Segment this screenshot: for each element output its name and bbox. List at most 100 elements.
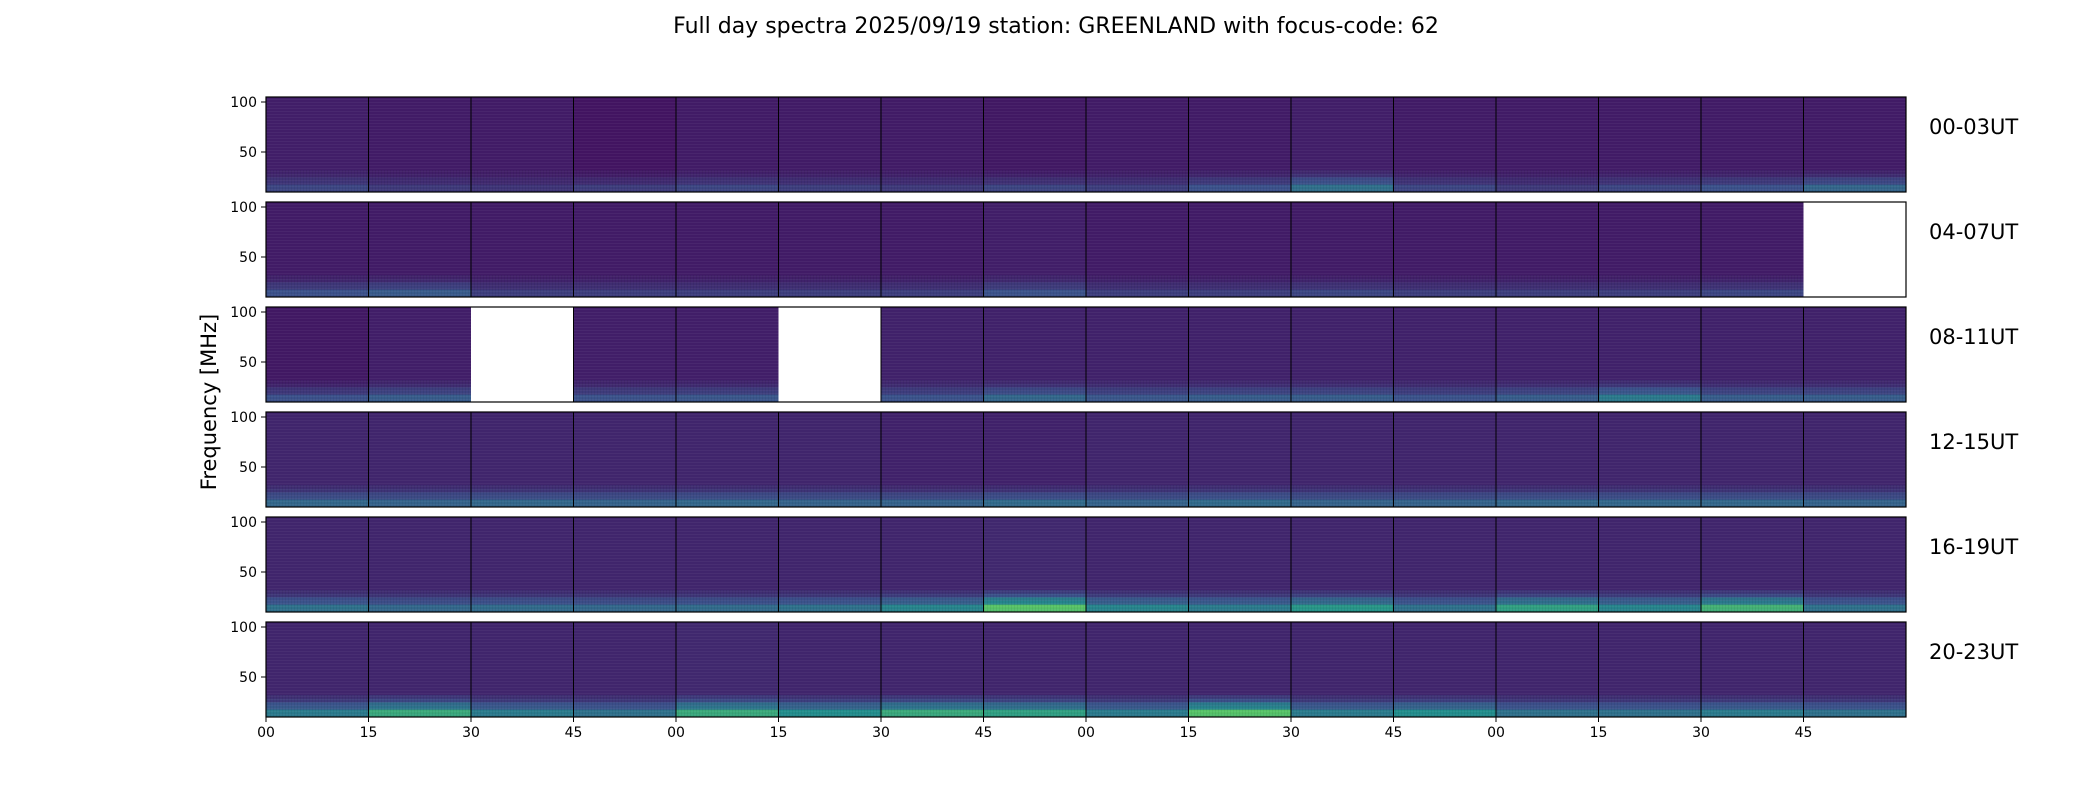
band-texture: [676, 275, 779, 297]
spectrum-panel: [1599, 202, 1702, 297]
band-texture: [471, 590, 574, 612]
spectrum-panel: [574, 412, 677, 507]
band-texture: [1086, 695, 1189, 717]
band-texture: [471, 485, 574, 507]
band-texture: [881, 695, 984, 717]
row-label: 08-11UT: [1929, 325, 2018, 349]
spectrum-panel: [266, 202, 369, 297]
band-texture: [1291, 695, 1394, 717]
x-tick-label: 30: [462, 725, 480, 741]
band-texture: [676, 485, 779, 507]
spectrum-panel: [369, 307, 472, 402]
band-texture: [1701, 485, 1804, 507]
band-texture: [369, 485, 472, 507]
band-texture: [1394, 380, 1497, 402]
spectrum-panel: [369, 202, 472, 297]
y-tick-label: 100: [230, 410, 257, 426]
band-texture: [1701, 170, 1804, 192]
x-tick-label: 45: [975, 725, 993, 741]
row-label: 04-07UT: [1929, 220, 2018, 244]
band-texture: [1086, 275, 1189, 297]
band-texture: [471, 170, 574, 192]
spectrum-panel: [574, 307, 677, 402]
empty-panel: [1804, 202, 1907, 297]
spectrum-panel: [676, 622, 779, 717]
spectrum-panel: [881, 202, 984, 297]
spectrum-panel: [471, 97, 574, 192]
spectrum-panel: [1496, 517, 1599, 612]
spectrum-panel: [471, 517, 574, 612]
band-texture: [984, 695, 1087, 717]
spectrum-panel: [1291, 412, 1394, 507]
spectrum-panel: [676, 202, 779, 297]
spectrum-panel: [984, 307, 1087, 402]
spectrum-panel: [1496, 412, 1599, 507]
band-texture: [984, 590, 1087, 612]
band-texture: [984, 170, 1087, 192]
band-texture: [266, 380, 369, 402]
band-texture: [1086, 485, 1189, 507]
spectrum-panel: [984, 622, 1087, 717]
spectrum-panel: [984, 517, 1087, 612]
y-tick-label: 50: [239, 355, 257, 371]
spectrum-panel: [984, 97, 1087, 192]
x-tick-label: 45: [1795, 725, 1813, 741]
spectrum-panel: [1496, 307, 1599, 402]
y-tick-label: 50: [239, 460, 257, 476]
spectrum-panel: [984, 412, 1087, 507]
x-tick-label: 15: [1590, 725, 1608, 741]
band-texture: [1189, 485, 1292, 507]
band-texture: [369, 170, 472, 192]
band-texture: [574, 590, 677, 612]
band-texture: [1291, 380, 1394, 402]
spectrum-panel: [1291, 202, 1394, 297]
band-texture: [369, 380, 472, 402]
spectrum-panel: [574, 202, 677, 297]
spectrum-panel: [1804, 517, 1907, 612]
spectrum-panel: [1496, 202, 1599, 297]
spectrum-panel: [1599, 97, 1702, 192]
band-texture: [1496, 275, 1599, 297]
x-axis: 00 15 30 45 00 15 30 45 00 15 30 45 00 15 30 45: [257, 717, 1812, 741]
band-texture: [676, 695, 779, 717]
band-texture: [881, 380, 984, 402]
band-texture: [881, 590, 984, 612]
y-tick-label: 100: [230, 95, 257, 111]
band-texture: [369, 275, 472, 297]
spectrum-panel: [676, 307, 779, 402]
band-texture: [676, 170, 779, 192]
spectrum-panel: [1394, 307, 1497, 402]
band-texture: [574, 695, 677, 717]
spectrum-panel: [1804, 97, 1907, 192]
spectrum-panel: [574, 517, 677, 612]
spectrum-panel: [1189, 202, 1292, 297]
spectrum-panel: [676, 412, 779, 507]
band-texture: [1599, 275, 1702, 297]
band-texture: [1599, 485, 1702, 507]
band-texture: [266, 275, 369, 297]
spectrum-panel: [779, 622, 882, 717]
x-tick-label: 00: [667, 725, 685, 741]
band-texture: [984, 275, 1087, 297]
y-tick-label: 50: [239, 565, 257, 581]
spectrum-panel: [1189, 307, 1292, 402]
spectrum-panel: [1189, 517, 1292, 612]
y-tick-label: 100: [230, 200, 257, 216]
band-texture: [1086, 170, 1189, 192]
band-texture: [1189, 275, 1292, 297]
empty-panel: [471, 307, 574, 402]
spectrum-panel: [1086, 517, 1189, 612]
spectrum-panel: [676, 97, 779, 192]
spectrum-panel: [369, 412, 472, 507]
x-tick-label: 15: [1180, 725, 1198, 741]
spectrum-panel: [471, 412, 574, 507]
spectrum-panel: [1599, 412, 1702, 507]
spectrum-panel: [779, 517, 882, 612]
spectrum-panel: [471, 202, 574, 297]
y-axis-label: Frequency [MHz]: [197, 314, 221, 490]
spectrum-panel: [779, 202, 882, 297]
spectrum-panel: [881, 412, 984, 507]
band-texture: [471, 275, 574, 297]
spectrum-panel: [1291, 307, 1394, 402]
row-label: 16-19UT: [1929, 535, 2018, 559]
